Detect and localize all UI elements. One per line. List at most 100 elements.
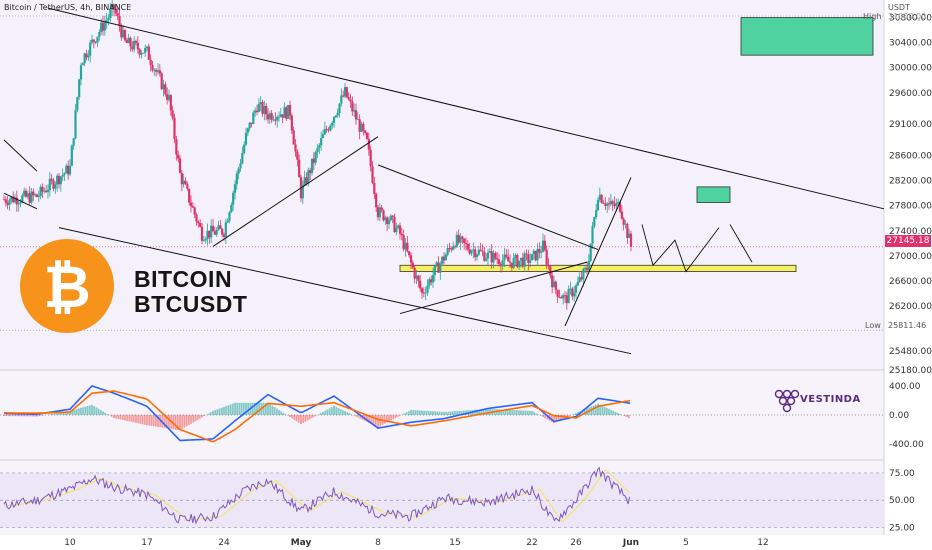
macd-histogram-bar <box>619 413 621 415</box>
macd-histogram-bar <box>498 409 500 415</box>
macd-histogram-bar <box>319 413 322 415</box>
macd-histogram-bar <box>29 415 32 417</box>
candle-body <box>171 110 174 118</box>
macd-histogram-bar <box>502 409 505 415</box>
macd-histogram-bar <box>14 415 16 417</box>
candle-body <box>103 22 106 31</box>
candle-body <box>402 235 405 250</box>
candle-body <box>200 226 204 241</box>
candle-body <box>296 151 299 160</box>
candle-body <box>624 223 627 225</box>
candle-body <box>573 292 576 297</box>
candle-body <box>428 279 431 286</box>
candle-body <box>574 285 578 293</box>
macd-histogram-bar <box>374 415 377 427</box>
price-tick-label: 30400.00 <box>889 39 932 49</box>
candle-body <box>609 201 612 205</box>
macd-histogram-bar <box>396 415 399 417</box>
candle-body <box>529 260 532 263</box>
macd-histogram-bar <box>194 415 197 422</box>
candle-body <box>411 262 414 268</box>
candle-body <box>375 194 378 208</box>
macd-histogram-bar <box>368 415 371 423</box>
candle-body <box>325 129 328 130</box>
macd-histogram-bar <box>577 412 580 415</box>
macd-histogram-bar <box>366 415 368 422</box>
candle-body <box>349 99 352 102</box>
macd-histogram-bar <box>220 407 223 415</box>
candle-body <box>112 4 116 9</box>
candle-body <box>452 246 455 250</box>
macd-histogram-bar <box>528 410 531 415</box>
candle-body <box>598 194 601 200</box>
macd-histogram-bar <box>209 412 212 415</box>
candle-body <box>156 70 160 72</box>
macd-histogram-bar <box>159 415 162 428</box>
candle-body <box>384 217 387 221</box>
candle-body <box>406 242 409 252</box>
macd-tick-label: 0.00 <box>889 411 909 421</box>
macd-histogram-bar <box>605 407 608 415</box>
candle-body <box>177 154 180 159</box>
candle-body <box>505 254 508 257</box>
candle-body <box>503 254 506 261</box>
macd-histogram-bar <box>286 415 289 416</box>
candle-body <box>446 247 449 255</box>
macd-histogram-bar <box>192 415 195 423</box>
candle-body <box>408 251 411 256</box>
macd-histogram-bar <box>141 415 144 425</box>
rsi-tick-label: 25.00 <box>889 524 915 534</box>
macd-histogram-bar <box>414 410 417 415</box>
macd-histogram-bar <box>372 415 375 426</box>
macd-histogram-bar <box>223 406 225 415</box>
candle-body <box>532 250 535 255</box>
candle-body <box>265 106 268 115</box>
macd-histogram-bar <box>58 412 60 415</box>
macd-histogram-bar <box>174 415 177 430</box>
macd-histogram-bar <box>181 415 184 429</box>
macd-histogram-bar <box>612 410 615 415</box>
macd-histogram-bar <box>478 409 481 415</box>
candle-body <box>617 202 620 203</box>
candle-body <box>587 260 590 271</box>
candle-body <box>105 20 108 23</box>
macd-histogram-bar <box>73 409 76 415</box>
macd-histogram-bar <box>278 409 280 415</box>
candle-body <box>122 30 125 38</box>
candle-body <box>356 119 359 121</box>
candle-body <box>386 217 389 225</box>
macd-histogram-bar <box>315 415 318 416</box>
candle-body <box>56 175 59 185</box>
macd-histogram-bar <box>51 413 54 415</box>
candle-body <box>215 230 218 235</box>
candle-body <box>35 194 39 197</box>
price-tick-label: 27400.00 <box>889 227 932 237</box>
macd-histogram-bar <box>526 410 529 415</box>
macd-histogram-bar <box>69 410 71 415</box>
macd-histogram-bar <box>124 415 126 421</box>
macd-histogram-bar <box>533 412 536 415</box>
candle-body <box>67 165 70 175</box>
candle-body <box>321 134 325 138</box>
candle-body <box>222 234 226 237</box>
candle-body <box>274 119 277 121</box>
candle-body <box>541 240 545 252</box>
candle-body <box>485 258 488 261</box>
zone-yellow <box>399 264 797 272</box>
candle-body <box>169 95 172 111</box>
candle-body <box>430 279 433 283</box>
candle-body <box>450 248 453 250</box>
zone-green <box>696 186 731 203</box>
candle-body <box>173 117 176 139</box>
candle-body <box>43 190 46 192</box>
macd-histogram-bar <box>225 406 228 415</box>
candle-body <box>45 190 48 193</box>
candle-body <box>279 114 282 117</box>
candle-body <box>387 220 391 225</box>
macd-histogram-bar <box>324 410 327 415</box>
macd-histogram-bar <box>608 408 610 415</box>
candle-body <box>46 190 50 193</box>
candle-body <box>15 197 18 205</box>
macd-histogram-bar <box>207 413 210 415</box>
